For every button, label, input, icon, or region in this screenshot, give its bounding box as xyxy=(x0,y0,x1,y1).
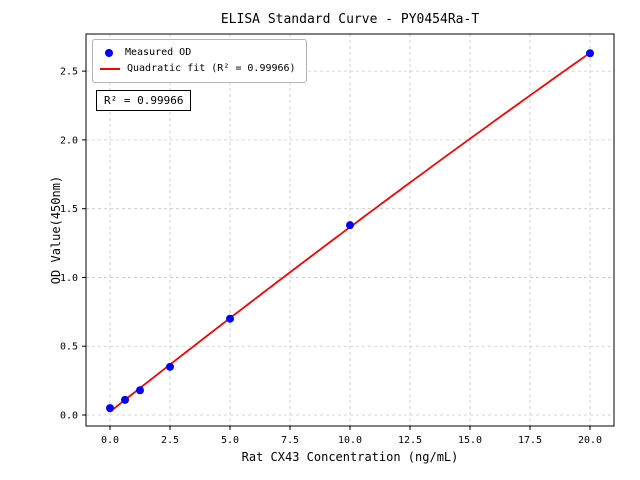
svg-text:17.5: 17.5 xyxy=(518,435,542,446)
svg-text:2.0: 2.0 xyxy=(60,135,78,146)
line-marker-icon xyxy=(100,68,120,70)
svg-text:7.5: 7.5 xyxy=(281,435,299,446)
svg-text:0.0: 0.0 xyxy=(101,435,119,446)
legend-item-measured-od: Measured OD xyxy=(100,45,296,61)
legend-label: Measured OD xyxy=(125,47,192,58)
legend-label: Quadratic fit (R² = 0.99966) xyxy=(127,63,296,74)
r-squared-annotation: R² = 0.99966 xyxy=(96,90,192,111)
svg-text:5.0: 5.0 xyxy=(221,435,239,446)
svg-text:1.0: 1.0 xyxy=(60,273,78,284)
legend-item-quadratic-fit: Quadratic fit (R² = 0.99966) xyxy=(100,61,296,77)
svg-text:15.0: 15.0 xyxy=(458,435,482,446)
svg-text:2.5: 2.5 xyxy=(60,67,78,78)
svg-text:10.0: 10.0 xyxy=(338,435,362,446)
svg-text:0.0: 0.0 xyxy=(60,410,78,421)
x-axis-label: Rat CX43 Concentration (ng/mL) xyxy=(241,450,459,464)
dot-marker-icon xyxy=(105,49,113,57)
svg-text:20.0: 20.0 xyxy=(578,435,602,446)
svg-text:2.5: 2.5 xyxy=(161,435,179,446)
chart-title: ELISA Standard Curve - PY0454Ra-T xyxy=(220,12,480,27)
svg-text:0.5: 0.5 xyxy=(60,342,78,353)
legend: Measured OD Quadratic fit (R² = 0.99966) xyxy=(92,39,307,83)
svg-text:12.5: 12.5 xyxy=(398,435,422,446)
svg-text:1.5: 1.5 xyxy=(60,204,78,215)
